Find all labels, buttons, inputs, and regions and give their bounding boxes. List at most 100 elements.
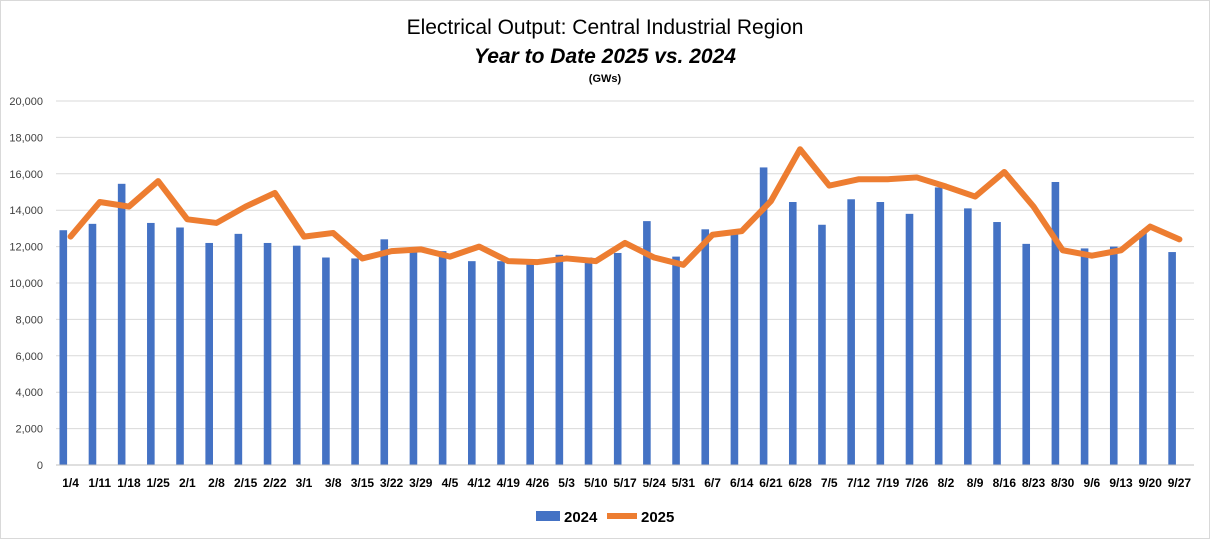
- bar-2024: [147, 222, 155, 465]
- x-tick-label: 6/14: [730, 476, 754, 490]
- x-tick-label: 3/22: [380, 476, 404, 490]
- y-tick-label: 10,000: [9, 278, 43, 290]
- bar-2024: [1051, 181, 1060, 466]
- y-tick-label: 0: [37, 460, 43, 472]
- bar-2024: [584, 257, 593, 465]
- line-2025: [67, 146, 1183, 268]
- x-tick-label: 6/28: [788, 476, 812, 490]
- x-tick-label: 6/7: [704, 476, 721, 490]
- bar-2024: [788, 202, 797, 465]
- bar-2024: [351, 258, 359, 465]
- x-tick-label: 4/19: [497, 476, 521, 490]
- x-tick-label: 8/16: [993, 476, 1017, 490]
- bar-2024: [964, 208, 972, 465]
- y-tick-label: 18,000: [9, 132, 43, 144]
- x-tick-label: 9/13: [1109, 476, 1133, 490]
- x-tick-label: 7/5: [821, 476, 838, 490]
- x-tick-label: 5/24: [642, 476, 666, 490]
- x-tick-label: 2/15: [234, 476, 258, 490]
- bar-2024: [1139, 231, 1147, 465]
- y-tick-label: 4,000: [15, 387, 43, 399]
- bar-2024: [993, 222, 1001, 465]
- bar-2024: [555, 254, 564, 465]
- legend-swatch-2024: [536, 511, 560, 521]
- bar-2024: [1168, 252, 1176, 465]
- bar-2024: [322, 257, 330, 465]
- bar-2024: [847, 199, 855, 465]
- y-tick-label: 2,000: [15, 424, 43, 436]
- series-2024-bars: [59, 167, 1176, 466]
- bar-2024: [876, 202, 885, 465]
- bar-2024: [88, 223, 97, 465]
- bar-2024: [643, 221, 651, 465]
- bar-2024: [1022, 243, 1031, 465]
- x-tick-label: 2/22: [263, 476, 287, 490]
- x-tick-label: 4/12: [467, 476, 491, 490]
- x-tick-label: 4/5: [442, 476, 459, 490]
- y-tick-label: 14,000: [9, 205, 43, 217]
- x-tick-label: 1/11: [88, 476, 111, 490]
- bar-2024: [497, 261, 505, 465]
- bar-2024: [672, 256, 680, 465]
- bar-2024: [526, 261, 534, 465]
- x-tick-label: 1/18: [117, 476, 141, 490]
- bar-2024: [905, 213, 914, 465]
- bar-2024: [701, 229, 710, 465]
- bar-2024: [292, 245, 301, 465]
- y-tick-label: 6,000: [15, 351, 43, 363]
- x-tick-label: 5/31: [672, 476, 696, 490]
- legend: 2024 2025: [536, 509, 674, 526]
- bar-2024: [234, 233, 243, 465]
- bar-2024: [468, 261, 476, 465]
- y-tick-label: 20,000: [9, 96, 43, 108]
- x-tick-label: 4/26: [526, 476, 550, 490]
- x-tick-label: 7/26: [905, 476, 929, 490]
- bar-2024: [1080, 248, 1089, 465]
- x-tick-label: 3/29: [409, 476, 433, 490]
- x-tick-label: 8/23: [1022, 476, 1046, 490]
- series-2025-line: [67, 146, 1183, 268]
- bar-2024: [818, 224, 826, 465]
- x-tick-label: 5/3: [558, 476, 575, 490]
- bar-2024: [117, 183, 126, 465]
- bar-2024: [1109, 246, 1118, 465]
- chart-subtitle: Year to Date 2025 vs. 2024: [474, 45, 736, 68]
- x-tick-label: 1/25: [146, 476, 170, 490]
- x-tick-label: 7/12: [847, 476, 871, 490]
- x-tick-label: 7/19: [876, 476, 900, 490]
- x-tick-label: 1/4: [62, 476, 79, 490]
- bar-2024: [409, 250, 418, 465]
- bar-2024: [934, 187, 943, 465]
- x-tick-label: 3/15: [351, 476, 375, 490]
- legend-label-2025: 2025: [641, 509, 674, 526]
- gridlines: [56, 100, 1194, 430]
- x-tick-label: 3/8: [325, 476, 342, 490]
- x-tick-label: 2/1: [179, 476, 196, 490]
- bar-2024: [438, 251, 447, 465]
- x-tick-label: 9/6: [1084, 476, 1101, 490]
- bar-2024: [205, 242, 213, 465]
- x-axis-ticks: 1/4 1/11 1/18 1/25 2/1 2/8 2/15 2/22 3/1 3/8 3/15 3…: [62, 476, 1191, 490]
- bar-2024: [263, 242, 272, 465]
- y-tick-label: 16,000: [9, 169, 43, 181]
- chart-title: Electrical Output: Central Industrial Re…: [407, 16, 804, 39]
- chart-unit-label: (GWs): [589, 73, 622, 85]
- x-tick-label: 8/9: [967, 476, 984, 490]
- x-tick-label: 8/30: [1051, 476, 1075, 490]
- y-tick-label: 12,000: [9, 242, 43, 254]
- y-tick-label: 8,000: [15, 314, 43, 326]
- x-tick-label: 2/8: [208, 476, 225, 490]
- y-axis-ticks: 0 2,000 4,000 6,000 8,000 10,000 12,000 14,000 1…: [9, 96, 43, 472]
- x-tick-label: 5/17: [613, 476, 637, 490]
- bar-2024: [730, 233, 739, 465]
- bar-2024: [380, 239, 389, 465]
- x-tick-label: 5/10: [584, 476, 608, 490]
- x-tick-label: 8/2: [938, 476, 955, 490]
- bar-2024: [613, 252, 622, 465]
- legend-label-2024: 2024: [564, 509, 598, 526]
- x-tick-label: 9/27: [1168, 476, 1192, 490]
- bar-2024: [759, 167, 768, 465]
- x-tick-label: 6/21: [759, 476, 783, 490]
